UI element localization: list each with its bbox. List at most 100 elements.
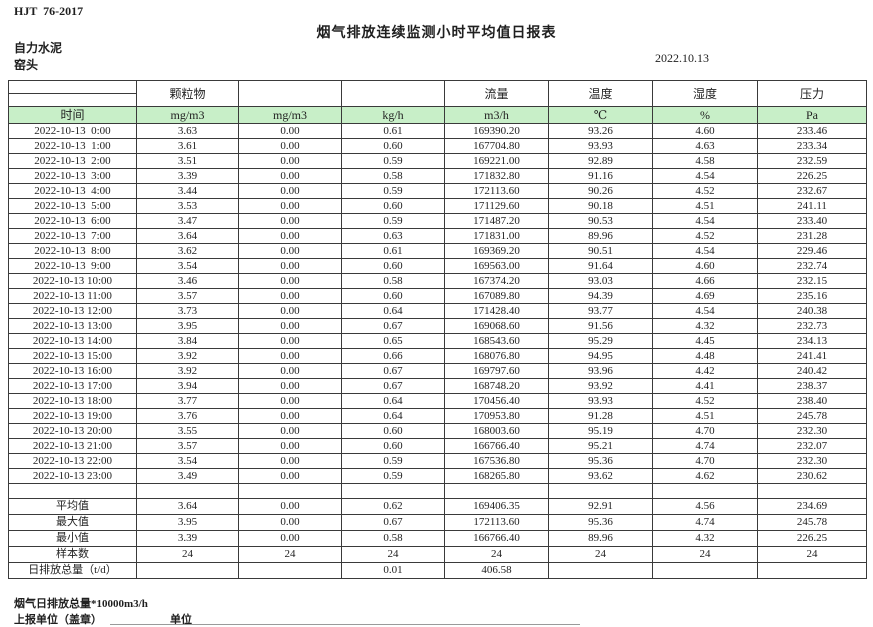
value-cell: 234.69 <box>757 498 867 515</box>
value-cell: 0.58 <box>341 168 445 184</box>
value-cell: 95.19 <box>548 423 653 439</box>
value-cell: 0.59 <box>341 183 445 199</box>
table-row: 最大值 3.95 0.00 0.67 172113.60 95.36 4.74 245.78 <box>8 514 867 531</box>
empty-cell <box>341 483 445 499</box>
value-cell: 0.61 <box>341 123 445 139</box>
time-cell: 2022-10-13 22:00 <box>8 453 137 469</box>
time-cell: 2022-10-13 3:00 <box>8 168 137 184</box>
value-cell: 0.00 <box>238 408 342 424</box>
table-row: 2022-10-13 14:00 3.84 0.00 0.65 168543.60 95.… <box>8 333 867 349</box>
value-cell: 0.67 <box>341 363 445 379</box>
value-cell: 3.47 <box>136 213 239 229</box>
company-name: 自力水泥 <box>14 41 63 55</box>
value-cell: 171129.60 <box>444 198 549 214</box>
value-cell: 3.84 <box>136 333 239 349</box>
value-cell: 233.40 <box>757 213 867 229</box>
value-cell: 230.62 <box>757 468 867 484</box>
value-cell: 170953.80 <box>444 408 549 424</box>
time-cell: 2022-10-13 10:00 <box>8 273 137 289</box>
value-cell <box>757 562 867 579</box>
spacer-body <box>8 483 867 499</box>
value-cell: 0.00 <box>238 318 342 334</box>
empty-cell <box>652 483 758 499</box>
value-cell: 4.63 <box>652 138 758 154</box>
table-row: 2022-10-13 16:00 3.92 0.00 0.67 169797.60 93.… <box>8 363 867 379</box>
value-cell: 94.39 <box>548 288 653 304</box>
value-cell: 4.54 <box>652 213 758 229</box>
unit-cell: % <box>652 106 758 124</box>
group-header-particulate: 颗粒物 <box>136 80 239 107</box>
table-row: 2022-10-13 10:00 3.46 0.00 0.58 167374.20 93.… <box>8 273 867 289</box>
value-cell: 90.18 <box>548 198 653 214</box>
value-cell: 233.46 <box>757 123 867 139</box>
value-cell: 168003.60 <box>444 423 549 439</box>
value-cell: 168076.80 <box>444 348 549 364</box>
value-cell: 232.30 <box>757 423 867 439</box>
report-table: 颗粒物 流量 温度 湿度 压力 时间 mg/m3 mg/m3 kg/h m3/h… <box>8 80 867 579</box>
table-row: 2022-10-13 3:00 3.39 0.00 0.58 171832.80 91.1… <box>8 168 867 184</box>
value-cell: 0.59 <box>341 468 445 484</box>
value-cell: 169563.00 <box>444 258 549 274</box>
value-cell: 232.73 <box>757 318 867 334</box>
value-cell: 238.40 <box>757 393 867 409</box>
value-cell: 0.00 <box>238 273 342 289</box>
value-cell: 4.60 <box>652 123 758 139</box>
value-cell: 0.00 <box>238 228 342 244</box>
value-cell: 240.42 <box>757 363 867 379</box>
value-cell: 91.64 <box>548 258 653 274</box>
value-cell: 3.64 <box>136 228 239 244</box>
value-cell: 0.00 <box>238 498 342 515</box>
value-cell: 3.61 <box>136 138 239 154</box>
value-cell: 0.60 <box>341 198 445 214</box>
time-cell: 2022-10-13 14:00 <box>8 333 137 349</box>
report-title: 烟气排放连续监测小时平均值日报表 <box>316 26 557 41</box>
value-cell: 0.58 <box>341 273 445 289</box>
value-cell: 4.48 <box>652 348 758 364</box>
table-row: 2022-10-13 15:00 3.92 0.00 0.66 168076.80 94.… <box>8 348 867 364</box>
value-cell: 169797.60 <box>444 363 549 379</box>
value-cell: 24 <box>341 546 445 563</box>
bottom-divider <box>110 624 580 625</box>
value-cell: 166766.40 <box>444 530 549 547</box>
time-cell: 2022-10-13 21:00 <box>8 438 137 454</box>
value-cell: 0.00 <box>238 333 342 349</box>
value-cell: 4.69 <box>652 288 758 304</box>
value-cell: 245.78 <box>757 408 867 424</box>
value-cell: 4.58 <box>652 153 758 169</box>
time-cell: 2022-10-13 0:00 <box>8 123 137 139</box>
value-cell <box>652 562 758 579</box>
unit-cell: Pa <box>757 106 867 124</box>
value-cell: 4.51 <box>652 198 758 214</box>
value-cell: 93.26 <box>548 123 653 139</box>
value-cell: 3.53 <box>136 198 239 214</box>
unit-cell: mg/m3 <box>238 106 342 124</box>
value-cell: 4.32 <box>652 530 758 547</box>
value-cell: 0.58 <box>341 530 445 547</box>
value-cell: 4.54 <box>652 303 758 319</box>
value-cell: 0.00 <box>238 348 342 364</box>
value-cell: 238.37 <box>757 378 867 394</box>
value-cell: 0.00 <box>238 288 342 304</box>
table-row: 2022-10-13 6:00 3.47 0.00 0.59 171487.20 90.5… <box>8 213 867 229</box>
value-cell: 3.39 <box>136 530 239 547</box>
empty-cell <box>238 483 342 499</box>
empty-cell <box>136 483 239 499</box>
value-cell: 4.70 <box>652 453 758 469</box>
value-cell: 3.95 <box>136 318 239 334</box>
table-row: 2022-10-13 8:00 3.62 0.00 0.61 169369.20 90.5… <box>8 243 867 259</box>
value-cell: 91.16 <box>548 168 653 184</box>
empty-cell <box>757 483 867 499</box>
value-cell: 4.51 <box>652 408 758 424</box>
value-cell: 0.00 <box>238 258 342 274</box>
value-cell: 0.60 <box>341 438 445 454</box>
value-cell: 0.59 <box>341 213 445 229</box>
value-cell: 3.63 <box>136 123 239 139</box>
empty-cell <box>8 483 137 499</box>
value-cell: 93.93 <box>548 138 653 154</box>
value-cell: 4.32 <box>652 318 758 334</box>
value-cell: 92.89 <box>548 153 653 169</box>
value-cell: 0.00 <box>238 530 342 547</box>
table-row: 2022-10-13 12:00 3.73 0.00 0.64 171428.40 93.… <box>8 303 867 319</box>
value-cell: 0.00 <box>238 123 342 139</box>
value-cell: 95.36 <box>548 514 653 531</box>
